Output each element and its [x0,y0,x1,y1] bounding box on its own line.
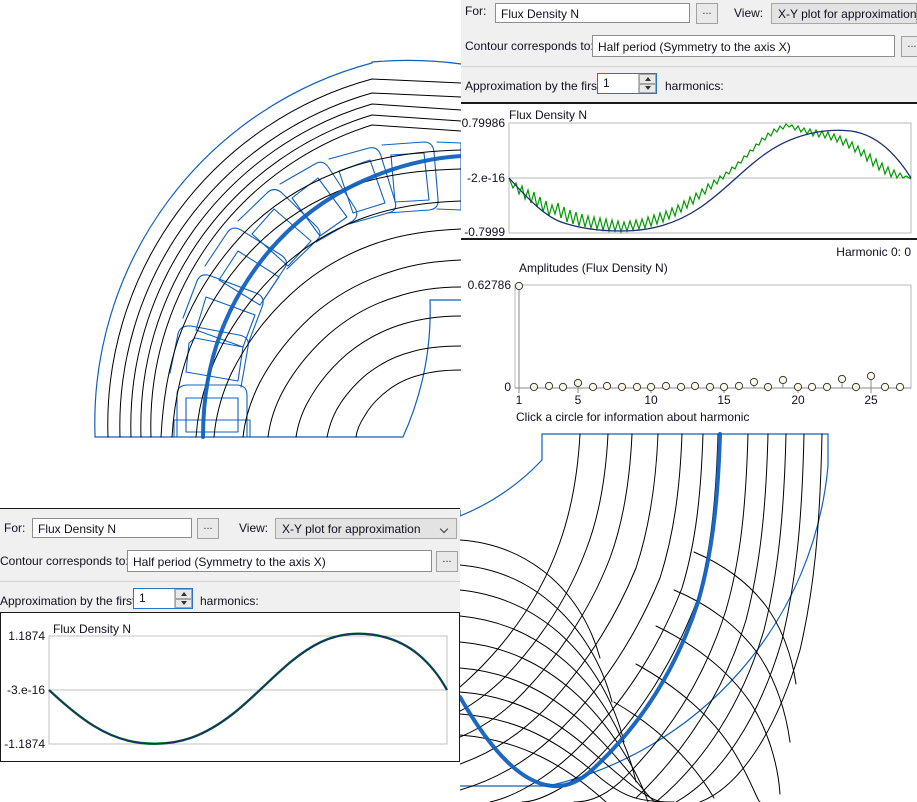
harmonics-stepper-buttons-bottom[interactable] [174,589,192,608]
harmonics-stepper-bottom[interactable]: 1 [133,588,193,609]
amplitudes-xtick-15: 15 [717,393,731,407]
divider [461,66,917,67]
amplitudes-panel[interactable]: Harmonic 0: 0 Amplitudes (Flux Density N… [461,238,917,430]
for-field[interactable]: Flux Density N [495,3,690,23]
contour-browse-button-bottom[interactable]: ... [436,551,458,572]
top-xy-chart-title: Flux Density N [509,108,588,122]
view-dropdown[interactable]: X-Y plot for approximation [771,3,917,24]
for-label: For: [465,4,487,18]
top-xy-yzero-label: -2.e-16 [466,171,505,185]
for-browse-button[interactable]: ... [696,3,718,24]
view-label: View: [734,6,764,20]
harmonics-label: harmonics: [665,79,724,93]
harmonic-readout: Harmonic 0: 0 [836,245,911,259]
amplitudes-plot[interactable] [461,240,917,432]
divider-bottom [0,581,460,582]
for-label-bottom: For: [4,521,26,535]
bottom-xy-chart[interactable]: Flux Density N 1.1874 -3.e-16 -1.1874 [0,612,460,762]
harmonics-stepper-value: 1 [603,76,610,90]
harmonics-stepper[interactable]: 1 [597,73,657,94]
slotless-flux-plot[interactable] [460,430,917,802]
amplitudes-hint: Click a circle for information about har… [516,410,750,424]
stepper-down-icon[interactable] [639,83,656,93]
bottom-xy-ymin-label: -1.1874 [4,737,45,751]
for-browse-button-bottom[interactable]: ... [197,518,219,539]
amplitudes-xtick-20: 20 [791,393,805,407]
approximation-label-bottom: Approximation by the first [0,594,136,608]
top-xy-ymax-label: 0.79986 [461,116,505,130]
motor-cross-section-flux-plot[interactable] [0,0,461,445]
panel-bottom-rule [461,102,917,104]
top-xy-ymin-label: -0.7999 [464,225,505,239]
chevron-down-icon-bottom [440,523,452,535]
stepper-down-icon-bottom[interactable] [175,598,192,608]
amplitudes-xtick-5: 5 [574,393,582,407]
stepper-up-icon[interactable] [639,74,656,84]
amplitudes-xtick-10: 10 [644,393,658,407]
contour-label: Contour corresponds to: [465,39,594,53]
for-field-bottom[interactable]: Flux Density N [32,518,192,538]
amplitudes-yzero-label: 0 [504,380,511,394]
stepper-up-icon-bottom[interactable] [175,589,192,599]
view-dropdown-value: X-Y plot for approximation [778,6,917,21]
top-approximation-panel: For: Flux Density N ... View: X-Y plot f… [461,0,917,104]
approximation-label: Approximation by the first [465,79,601,93]
view-dropdown-value-bottom: X-Y plot for approximation [282,521,421,536]
amplitudes-xtick-1: 1 [515,393,523,407]
harmonics-stepper-value-bottom: 1 [139,591,146,605]
contour-browse-button[interactable]: ... [901,36,917,57]
view-label-bottom: View: [239,521,269,535]
top-xy-chart[interactable]: Flux Density N 0.79986 -2.e-16 -0.7999 [461,104,917,239]
contour-label-bottom: Contour corresponds to: [0,554,129,568]
view-dropdown-bottom[interactable]: X-Y plot for approximation [275,518,457,539]
bottom-xy-ymax-label: 1.1874 [8,629,45,643]
contour-field[interactable]: Half period (Symmetry to the axis X) [592,35,895,57]
contour-field-bottom[interactable]: Half period (Symmetry to the axis X) [127,550,432,572]
amplitudes-ymax-label: 0.62786 [467,278,511,292]
amplitudes-chart-title: Amplitudes (Flux Density N) [519,261,668,275]
bottom-xy-yzero-label: -3.e-16 [6,683,45,697]
harmonics-stepper-buttons[interactable] [638,74,656,93]
bottom-approximation-panel: For: Flux Density N ... View: X-Y plot f… [0,508,460,612]
amplitudes-xtick-25: 25 [864,393,878,407]
bottom-xy-chart-title: Flux Density N [53,622,132,636]
harmonics-label-bottom: harmonics: [200,594,259,608]
